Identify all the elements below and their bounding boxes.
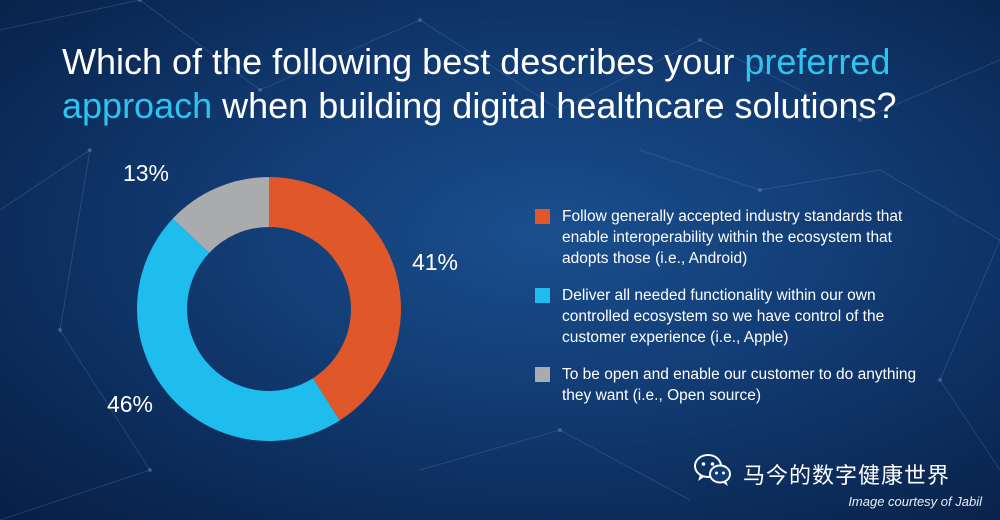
slice-apple-label: 46% <box>107 391 153 417</box>
legend-label: Deliver all needed functionality within … <box>562 287 885 346</box>
wechat-icon <box>694 454 731 486</box>
legend-item-open-source: To be open and enable our customer to do… <box>535 364 935 406</box>
legend-label: Follow generally accepted industry stand… <box>562 208 903 267</box>
title-text-1: Which of the following best describes yo… <box>62 41 745 82</box>
legend-label: To be open and enable our customer to do… <box>562 366 917 404</box>
legend-item-android: Follow generally accepted industry stand… <box>535 206 935 269</box>
image-credit: Image courtesy of Jabil <box>848 494 982 509</box>
legend-swatch <box>535 367 550 382</box>
watermark-text: 马今的数字健康世界 <box>743 464 951 489</box>
chart-title: Which of the following best describes yo… <box>62 40 962 128</box>
legend: Follow generally accepted industry stand… <box>535 206 935 422</box>
title-highlight-1: preferred <box>744 41 891 82</box>
legend-swatch <box>535 288 550 303</box>
slice-open-source-label: 13% <box>123 160 169 186</box>
slice-android-label: 41% <box>412 249 458 275</box>
title-text-2: when building digital healthcare solutio… <box>212 85 897 126</box>
legend-swatch <box>535 209 550 224</box>
slice-android <box>269 177 402 421</box>
slice-apple <box>136 218 340 442</box>
title-highlight-2: approach <box>62 85 213 126</box>
legend-item-apple: Deliver all needed functionality within … <box>535 285 935 348</box>
slice-open-source <box>172 177 269 253</box>
